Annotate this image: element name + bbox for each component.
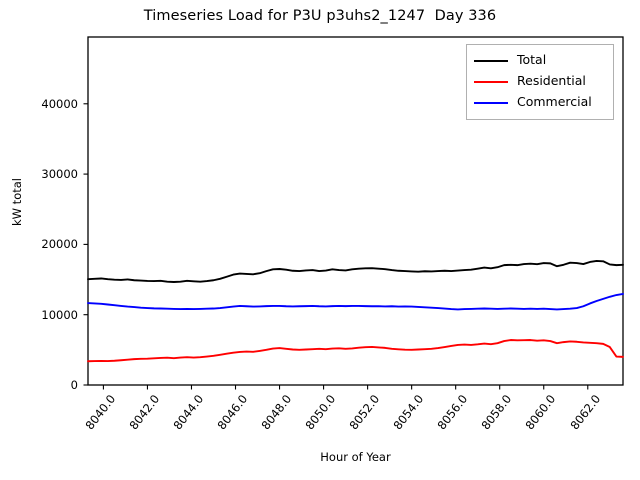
series-line-residential xyxy=(87,339,624,363)
legend-swatch-residential xyxy=(474,80,508,83)
series-line-commercial xyxy=(87,293,624,311)
legend-item-commercial: Commercial xyxy=(474,92,606,113)
series-line-total xyxy=(87,259,624,283)
chart-title: Timeseries Load for P3U p3uhs2_1247 Day … xyxy=(143,8,497,24)
y-tick-label: 0 xyxy=(70,378,78,392)
legend-label-residential: Residential xyxy=(517,73,586,89)
legend-label-total: Total xyxy=(517,52,547,68)
legend-swatch-total xyxy=(474,59,508,62)
legend-item-total: Total xyxy=(474,50,606,71)
y-tick-label: 40000 xyxy=(41,96,78,111)
legend-label-commercial: Commercial xyxy=(517,94,592,110)
legend-item-residential: Residential xyxy=(474,71,606,92)
chart-legend: Total Residential Commercial xyxy=(466,44,614,120)
x-axis-label: Hour of Year xyxy=(320,450,391,464)
y-tick-label: 10000 xyxy=(41,307,78,322)
legend-swatch-commercial xyxy=(474,101,508,104)
axes-frame xyxy=(87,36,624,386)
y-tick-label: 30000 xyxy=(41,167,78,182)
y-tick-label: 20000 xyxy=(41,237,78,252)
